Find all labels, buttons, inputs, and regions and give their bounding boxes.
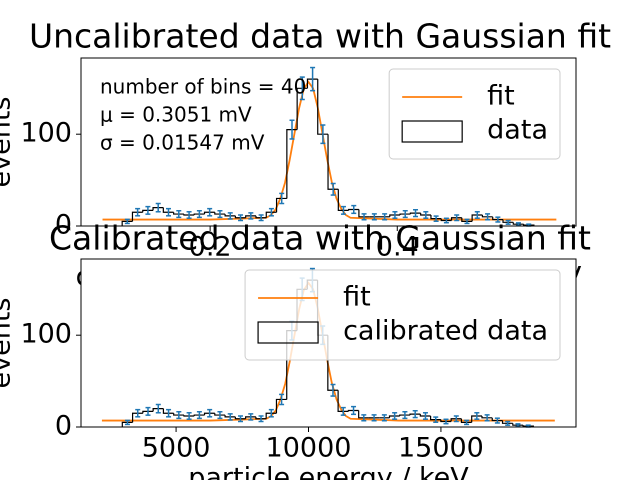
histogram-step: [481, 214, 493, 218]
histogram-step: [286, 129, 298, 199]
histogram-step: [183, 214, 195, 216]
histogram-step: [512, 423, 524, 426]
x-tick-label: 0.2: [189, 232, 232, 263]
histogram-step: [142, 209, 154, 213]
x-tick-label: 5000: [142, 433, 211, 464]
histogram-step: [162, 207, 174, 213]
histogram-step: [388, 415, 400, 418]
histogram-step: [399, 213, 411, 215]
x-axis-label: particle energy / keV: [188, 463, 469, 480]
axes-frame: [80, 57, 577, 227]
legend-label: calibrated data: [343, 316, 548, 347]
legend-label: data: [487, 115, 548, 146]
histogram-step: [224, 214, 236, 217]
histogram-step: [193, 213, 205, 215]
histogram-step: [512, 222, 524, 225]
chart-title: Uncalibrated data with Gaussian fit: [29, 17, 611, 56]
x-tick-label: 10000: [266, 433, 352, 464]
x-tick-label: 0.4: [376, 232, 419, 263]
histogram-step: [409, 212, 421, 215]
histogram-step: [142, 410, 154, 414]
annotation: number of bins = 40: [100, 75, 306, 99]
histogram-step: [430, 214, 442, 220]
histogram-step: [450, 418, 462, 422]
histogram-step: [491, 417, 503, 422]
histogram-step: [193, 414, 205, 416]
histogram-step: [461, 217, 473, 223]
legend-label: fit: [487, 81, 515, 112]
histogram-step: [419, 414, 431, 417]
histogram-step: [214, 212, 226, 215]
histogram-step: [121, 421, 133, 427]
y-tick-label: 0: [55, 411, 72, 442]
legend-label: fit: [343, 282, 371, 313]
y-tick-label: 100: [20, 319, 72, 350]
histogram-step: [358, 209, 370, 218]
histogram-step: [255, 215, 267, 219]
histogram-step: [152, 207, 164, 211]
histogram-step: [389, 214, 401, 217]
histogram-step: [162, 408, 174, 414]
histogram-step: [245, 416, 256, 419]
histogram-step: [348, 208, 359, 211]
x-tick-label: 15000: [398, 433, 484, 464]
histogram-step: [245, 215, 256, 218]
histogram-step: [420, 213, 431, 216]
histogram-step: [481, 415, 493, 419]
histogram-step: [275, 398, 287, 414]
histogram-step: [203, 412, 215, 416]
histogram-step: [183, 415, 195, 417]
histogram-step: [152, 408, 164, 412]
histogram-step: [275, 197, 287, 213]
y-tick-label: 100: [20, 118, 72, 149]
legend-box: [244, 269, 561, 361]
legend-handle: [257, 321, 319, 344]
histogram-step: [131, 211, 143, 222]
histogram-step: [306, 78, 318, 89]
histogram-step: [173, 413, 184, 416]
histogram-step: [214, 413, 226, 416]
y-tick-label: 0: [55, 210, 72, 241]
legend-box: [388, 68, 561, 160]
chart-title: Calibrated data with Gaussian fit: [49, 219, 591, 258]
histogram-step: [337, 189, 349, 211]
histogram-step: [429, 415, 441, 421]
y-axis-label: events: [0, 298, 17, 389]
histogram-step: [471, 415, 482, 423]
histogram-step: [317, 79, 329, 135]
annotation: σ = 0.01547 mV: [100, 131, 265, 155]
histogram-step: [203, 211, 215, 215]
histogram-step: [501, 420, 513, 424]
histogram-step: [173, 212, 184, 215]
histogram-step: [399, 414, 411, 416]
histogram-step: [358, 410, 369, 419]
histogram-step: [327, 134, 339, 190]
histogram-step: [265, 412, 277, 419]
histogram-step: [265, 211, 277, 218]
histogram-step: [121, 220, 133, 226]
histogram-step: [337, 390, 349, 412]
histogram-step: [492, 216, 504, 221]
legend-handle: [401, 120, 463, 143]
histogram-step: [234, 215, 246, 219]
histogram-step: [131, 412, 143, 423]
histogram-step: [296, 87, 308, 130]
axes-frame: [80, 258, 577, 428]
histogram-step: [347, 409, 359, 412]
histogram-step: [224, 415, 236, 418]
histogram-step: [440, 419, 452, 423]
histogram-step: [440, 218, 452, 222]
histogram-step: [234, 416, 246, 420]
histogram-step: [450, 217, 462, 221]
histogram-step: [502, 219, 514, 223]
histogram-step: [409, 413, 421, 416]
histogram-step: [255, 416, 267, 420]
histogram-step: [460, 418, 472, 424]
annotation: μ = 0.3051 mV: [100, 103, 252, 127]
histogram-step: [471, 214, 483, 222]
y-axis-label: events: [0, 97, 17, 188]
